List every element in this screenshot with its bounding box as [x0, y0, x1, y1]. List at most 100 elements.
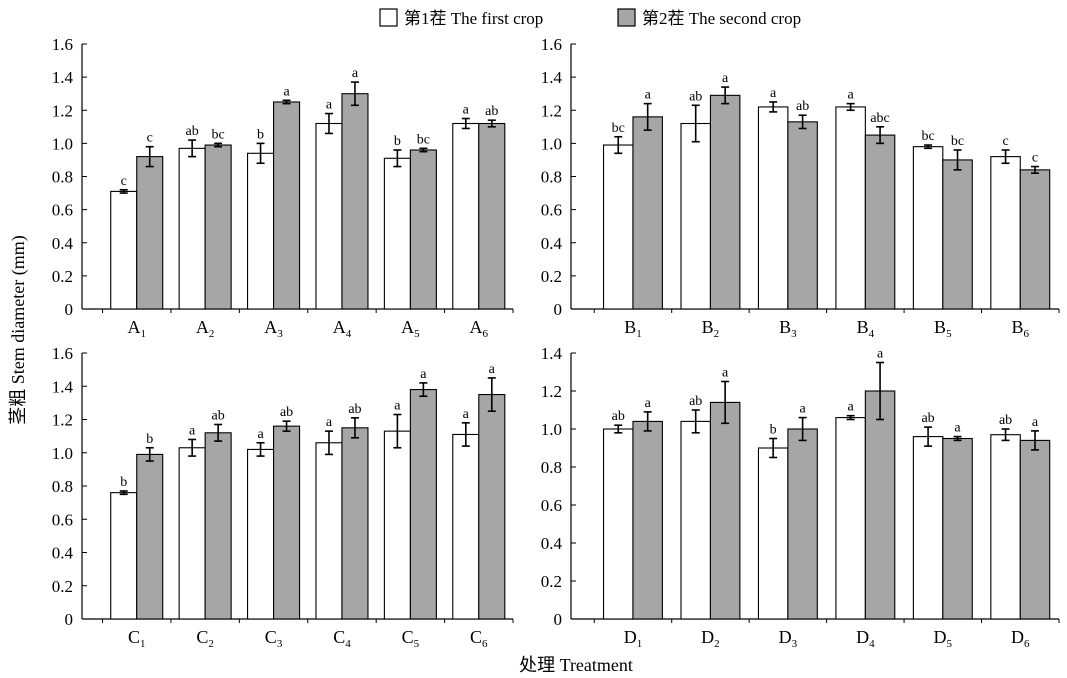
significance-letter: abc: [870, 111, 889, 126]
x-tick-label: A3: [264, 317, 283, 340]
bar-second-crop: [864, 134, 896, 310]
x-tick-label: A6: [470, 317, 489, 340]
y-tick-label: 0.2: [52, 267, 73, 286]
significance-letter: c: [121, 174, 127, 189]
significance-letter: a: [489, 362, 496, 377]
x-tick-label: A4: [333, 317, 352, 340]
significance-letter: ab: [921, 411, 934, 426]
y-tick-label: 0.6: [52, 201, 73, 220]
significance-letter: ab: [796, 99, 809, 114]
significance-letter: bc: [951, 134, 964, 149]
y-tick-label: 1.2: [52, 101, 73, 120]
y-tick-label: 1.4: [541, 344, 563, 363]
bar-second-crop: [942, 159, 973, 310]
significance-letter: bc: [212, 127, 225, 142]
bar-second-crop: [273, 425, 301, 620]
significance-letter: ab: [348, 402, 361, 417]
y-tick-label: 1.2: [541, 101, 562, 120]
bar-first-crop: [990, 434, 1021, 620]
chart-panel-top-left: 00.20.40.60.81.01.21.41.6A1 A2 A3 A4 A5 A6cab…: [52, 35, 514, 340]
bar-first-crop: [178, 147, 206, 310]
significance-letter: a: [722, 366, 729, 381]
y-tick-label: 0.4: [52, 544, 74, 563]
bar-second-crop: [1019, 439, 1051, 620]
bar-first-crop: [680, 122, 711, 310]
bar-second-crop: [632, 420, 663, 620]
bar-first-crop: [680, 420, 711, 620]
chart-panel-bottom-right: 0 0.2 0.4 0.6 0.8 1.0 1.2 1.4 D1 D2 D3 D4 D5 D6 ab ab b a…: [541, 344, 1060, 650]
bar-first-crop: [452, 122, 480, 310]
bar-second-crop: [409, 389, 437, 620]
significance-letter: b: [146, 432, 153, 447]
significance-letter: a: [326, 98, 333, 113]
y-tick-label: 0.6: [541, 496, 562, 515]
bar-second-crop: [787, 121, 818, 310]
x-tick-label: B1: [624, 317, 642, 340]
bar-first-crop: [835, 106, 866, 310]
bar-first-crop: [757, 447, 789, 620]
significance-letter: c: [1032, 151, 1038, 166]
y-tick-label: 0.8: [541, 458, 562, 477]
bar-second-crop: [341, 93, 369, 310]
bar-second-crop: [942, 437, 973, 620]
x-tick-label: A2: [196, 317, 215, 340]
significance-letter: a: [954, 421, 961, 436]
x-tick-label: B4: [857, 317, 875, 340]
bar-first-crop: [912, 146, 944, 310]
x-tick-label: D4: [856, 627, 875, 650]
x-tick-label: C6: [470, 627, 488, 650]
y-tick-label: 1.4: [541, 68, 563, 87]
significance-letter: a: [283, 84, 290, 99]
significance-letter: ab: [689, 89, 702, 104]
legend-swatch-first-crop: [379, 8, 398, 27]
significance-letter: a: [463, 103, 470, 118]
significance-letter: ab: [280, 405, 293, 420]
significance-letter: a: [420, 367, 427, 382]
y-tick-label: 1.6: [52, 344, 73, 363]
y-tick-label: 0.8: [52, 168, 73, 187]
significance-letter: bc: [612, 121, 625, 136]
bar-second-crop: [478, 394, 506, 620]
y-tick-label: 1.0: [541, 134, 562, 153]
significance-letter: ab: [186, 124, 199, 139]
significance-letter: a: [722, 71, 729, 86]
y-tick-label: 1.4: [52, 377, 74, 396]
y-tick-label: 0.4: [541, 534, 563, 553]
bar-first-crop: [247, 448, 275, 620]
y-axis-title: 茎粗 Stem diameter (mm): [8, 235, 29, 424]
x-tick-label: C5: [402, 627, 420, 650]
legend-label-first-crop: 第1茬 The first crop: [404, 9, 543, 28]
x-tick-label: A1: [127, 317, 146, 340]
bar-first-crop: [990, 156, 1021, 310]
y-tick-label: 0.8: [541, 168, 562, 187]
bar-second-crop: [204, 144, 232, 310]
significance-letter: a: [189, 423, 196, 438]
y-tick-label: 1.4: [52, 68, 74, 87]
significance-letter: a: [848, 88, 855, 103]
bar-second-crop: [787, 428, 818, 620]
legend: 第1茬 The first crop 第2茬 The second crop: [379, 8, 801, 28]
y-tick-label: 0.4: [52, 234, 74, 253]
y-tick-label: 1.6: [52, 35, 73, 54]
bar-first-crop: [247, 152, 275, 310]
y-tick-label: 0.2: [541, 267, 562, 286]
y-tick-label: 1.6: [541, 35, 562, 54]
bar-first-crop: [315, 442, 343, 620]
significance-letter: b: [120, 475, 127, 490]
legend-swatch-second-crop: [617, 8, 636, 27]
bar-first-crop: [110, 190, 138, 310]
legend-label-second-crop: 第2茬 The second crop: [642, 9, 801, 28]
significance-letter: a: [848, 400, 855, 415]
significance-letter: ab: [689, 394, 702, 409]
x-tick-label: C3: [265, 627, 283, 650]
significance-letter: a: [257, 427, 264, 442]
y-tick-label: 1.0: [541, 420, 562, 439]
significance-letter: a: [326, 415, 333, 430]
x-tick-label: C1: [128, 627, 146, 650]
significance-letter: bc: [417, 132, 430, 147]
panels: 00.20.40.60.81.01.21.41.6A1 A2 A3 A4 A5 A6cab…: [52, 35, 1060, 650]
bar-second-crop: [709, 401, 741, 620]
bar-first-crop: [452, 433, 480, 620]
significance-letter: c: [147, 131, 153, 146]
